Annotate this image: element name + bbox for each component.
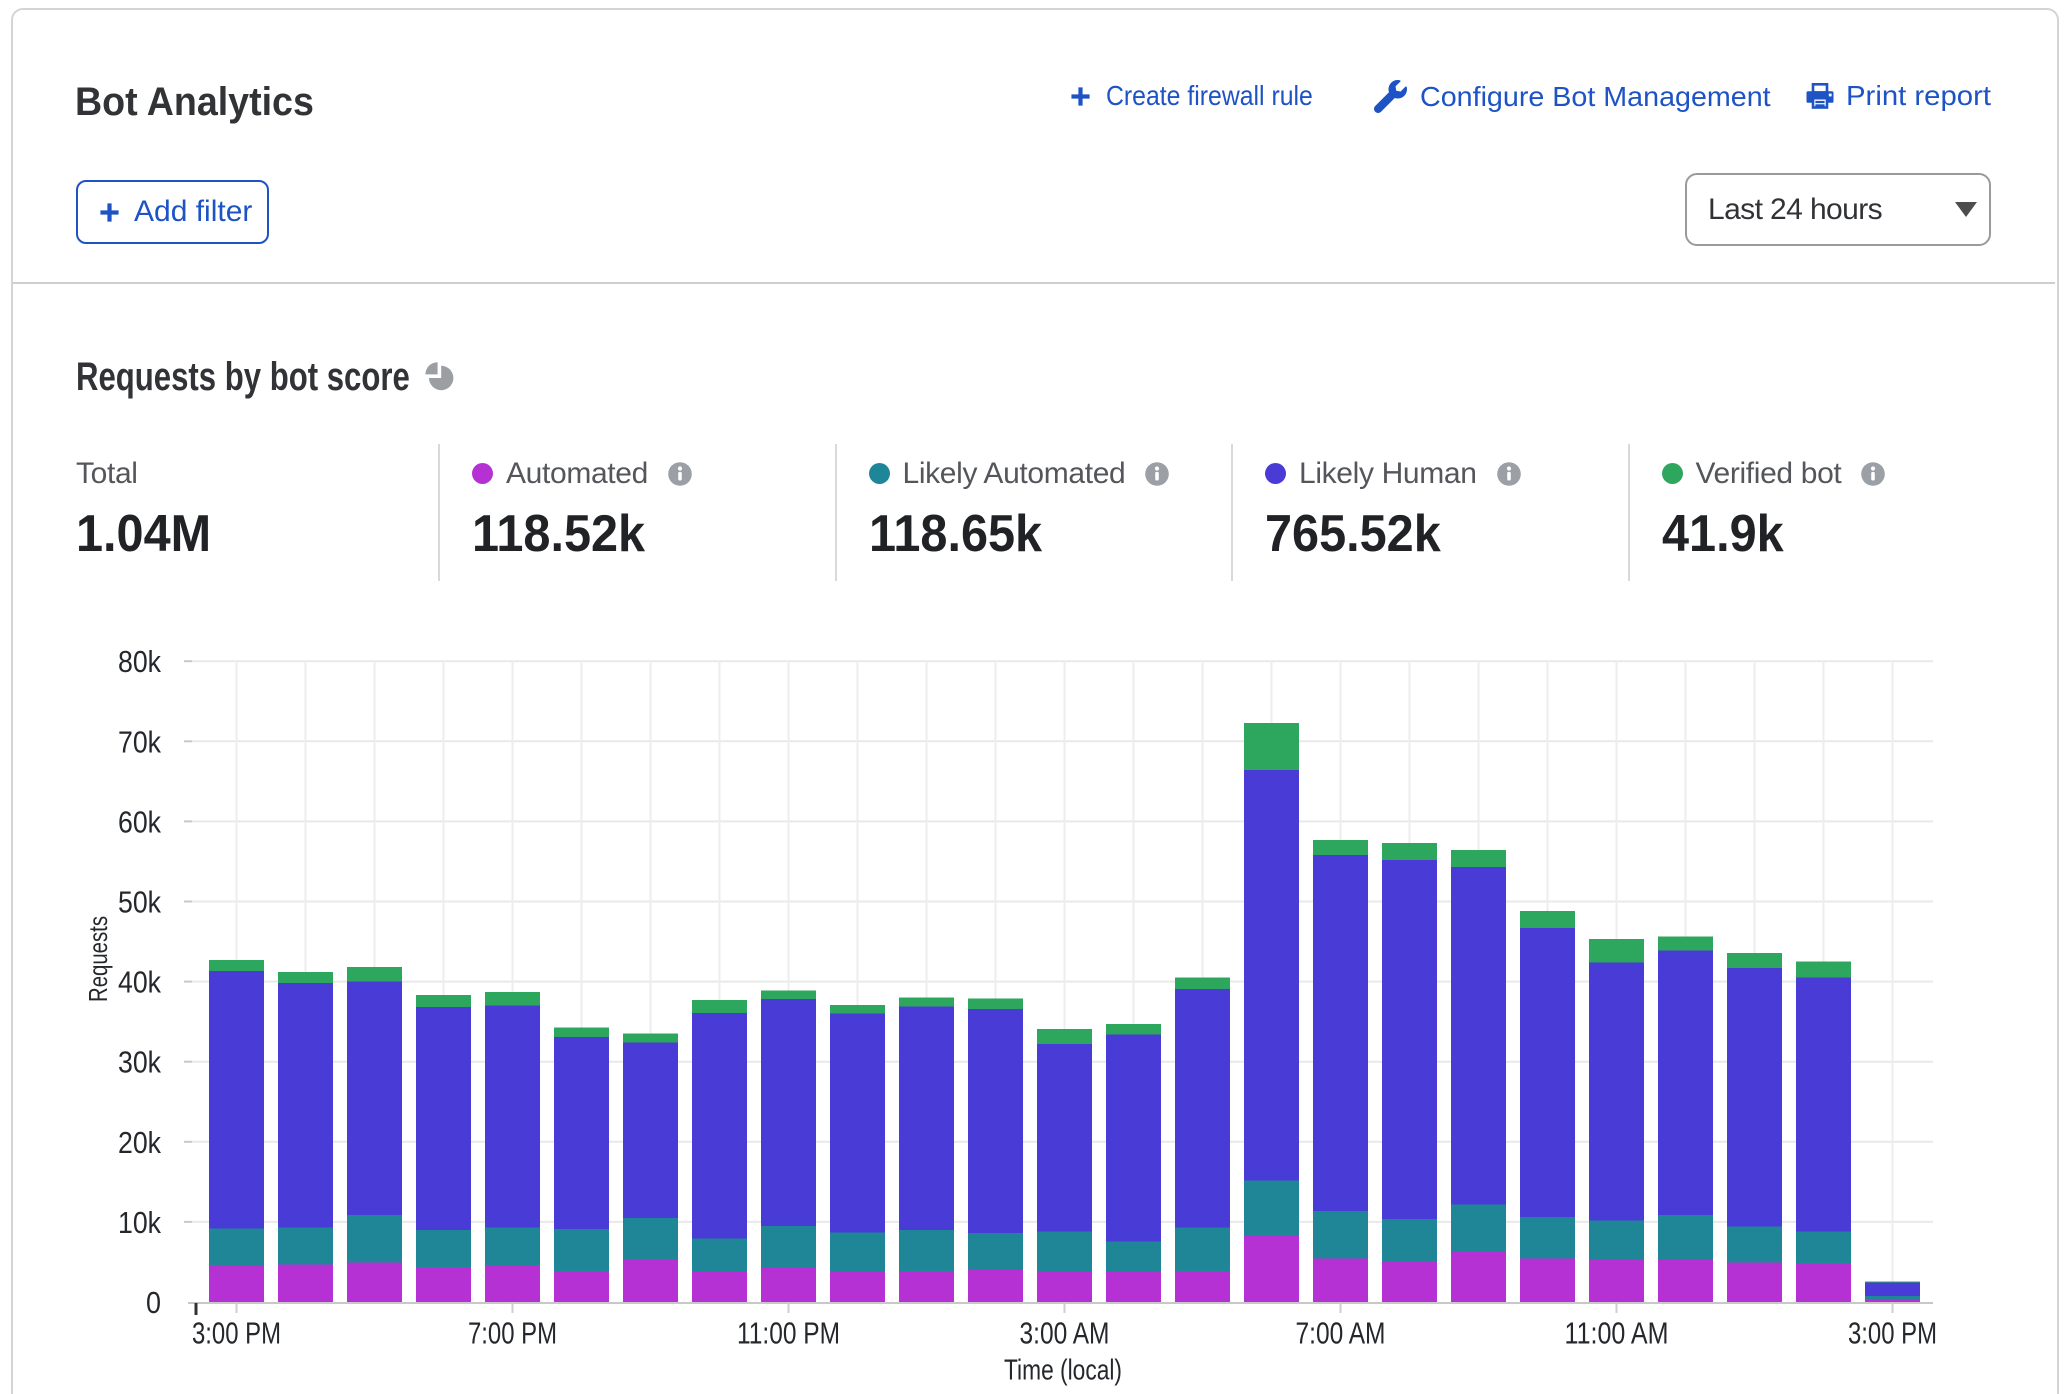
svg-text:60k: 60k	[118, 804, 161, 839]
svg-text:11:00 PM: 11:00 PM	[737, 1316, 840, 1351]
svg-text:7:00 PM: 7:00 PM	[468, 1316, 557, 1351]
svg-text:11:00 AM: 11:00 AM	[1565, 1316, 1669, 1351]
svg-text:Requests: Requests	[83, 916, 113, 1002]
svg-text:20k: 20k	[118, 1125, 161, 1160]
svg-text:Time (local): Time (local)	[1004, 1354, 1122, 1386]
svg-text:0: 0	[146, 1285, 161, 1320]
svg-text:7:00 AM: 7:00 AM	[1296, 1316, 1386, 1351]
svg-text:30k: 30k	[118, 1045, 161, 1080]
svg-text:10k: 10k	[118, 1205, 161, 1240]
svg-text:80k: 80k	[118, 644, 161, 679]
svg-text:3:00 AM: 3:00 AM	[1020, 1316, 1110, 1351]
svg-text:40k: 40k	[118, 965, 161, 1000]
svg-text:3:00 PM: 3:00 PM	[1848, 1316, 1937, 1351]
svg-text:70k: 70k	[118, 724, 161, 759]
svg-text:3:00 PM: 3:00 PM	[192, 1316, 281, 1351]
svg-text:50k: 50k	[118, 885, 161, 920]
